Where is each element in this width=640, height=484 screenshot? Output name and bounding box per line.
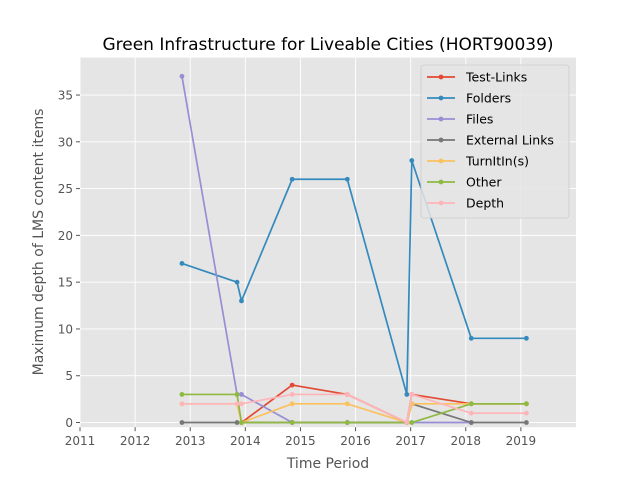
data-point	[524, 420, 529, 425]
y-tick-label: 10	[58, 322, 73, 336]
legend-label: Test-Links	[465, 70, 527, 85]
chart-title: Green Infrastructure for Liveable Cities…	[102, 35, 553, 55]
data-point	[289, 420, 295, 425]
legend-label: Depth	[466, 196, 504, 211]
legend-item: TurnItIn(s)	[427, 154, 529, 169]
legend-marker	[438, 74, 444, 80]
data-point	[524, 335, 529, 341]
data-point	[409, 392, 415, 397]
data-point	[524, 401, 529, 407]
data-point	[409, 420, 415, 425]
legend-label: Other	[466, 175, 502, 190]
legend-marker	[438, 137, 444, 143]
x-tick-label: 2017	[395, 434, 426, 448]
data-point	[239, 392, 244, 397]
x-tick-label: 2011	[65, 434, 96, 448]
x-tick-label: 2018	[451, 434, 482, 448]
data-point	[179, 401, 185, 407]
legend-item: Other	[427, 175, 502, 190]
y-tick-label: 30	[58, 135, 73, 149]
y-tick-label: 5	[65, 369, 73, 383]
series-depth	[179, 392, 529, 425]
data-point	[239, 298, 244, 304]
data-point	[404, 392, 410, 397]
legend-marker	[438, 95, 444, 101]
x-tick-label: 2016	[340, 434, 371, 448]
x-axis-label: Time Period	[286, 456, 369, 472]
legend-label: Files	[466, 112, 493, 127]
axes: 2011 2012 2013 2014 2015 2016 2017 2018 20190510…	[58, 89, 536, 449]
series-folders	[179, 158, 529, 397]
data-point	[524, 410, 529, 416]
data-point	[234, 279, 240, 285]
legend-item: External Links	[427, 133, 554, 148]
data-point	[234, 401, 240, 407]
y-tick-label: 35	[58, 89, 73, 103]
y-tick-label: 15	[58, 276, 73, 290]
data-point	[234, 392, 240, 397]
data-point	[344, 401, 350, 407]
legend-label: TurnItIn(s)	[465, 154, 529, 169]
data-point	[404, 420, 410, 425]
y-axis-label: Maximum depth of LMS content items	[31, 109, 47, 376]
legend-item: Folders	[427, 91, 511, 106]
data-point	[344, 392, 350, 397]
legend-item: Files	[427, 112, 493, 127]
data-point	[179, 420, 185, 425]
x-tick-label: 2019	[506, 434, 537, 448]
data-point	[179, 73, 185, 79]
legend-box	[420, 64, 570, 219]
legend-marker	[438, 200, 444, 206]
x-tick-label: 2015	[285, 434, 316, 448]
data-point	[179, 392, 185, 397]
y-tick-label: 20	[58, 229, 73, 243]
data-point	[179, 261, 185, 266]
y-tick-label: 25	[58, 182, 73, 196]
legend-marker	[438, 179, 444, 185]
legend-item: Test-Links	[427, 70, 527, 85]
legend-marker	[438, 158, 444, 164]
data-point	[289, 401, 295, 407]
data-point	[239, 420, 244, 425]
x-tick-label: 2013	[175, 434, 206, 448]
legend-item: Depth	[427, 196, 504, 211]
data-point	[239, 401, 244, 407]
data-point	[289, 176, 295, 182]
legend-label: Folders	[466, 91, 511, 106]
legend: Test-Links Folders Files External Links Turn…	[420, 64, 570, 219]
data-point	[344, 176, 350, 182]
series	[179, 73, 529, 425]
legend-marker	[438, 116, 444, 122]
legend-label: External Links	[466, 133, 554, 148]
data-point	[468, 410, 474, 416]
data-point	[468, 335, 474, 341]
data-point	[468, 401, 474, 407]
data-point	[234, 420, 240, 425]
data-point	[468, 420, 474, 425]
data-point	[344, 420, 350, 425]
x-tick-label: 2012	[120, 434, 151, 448]
y-tick-label: 0	[65, 416, 73, 430]
data-point	[289, 382, 295, 388]
data-point	[409, 158, 415, 163]
data-point	[289, 392, 295, 397]
x-tick-label: 2014	[230, 434, 261, 448]
